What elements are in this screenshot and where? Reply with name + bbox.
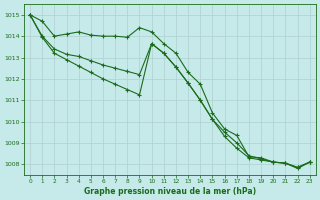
X-axis label: Graphe pression niveau de la mer (hPa): Graphe pression niveau de la mer (hPa) bbox=[84, 187, 256, 196]
